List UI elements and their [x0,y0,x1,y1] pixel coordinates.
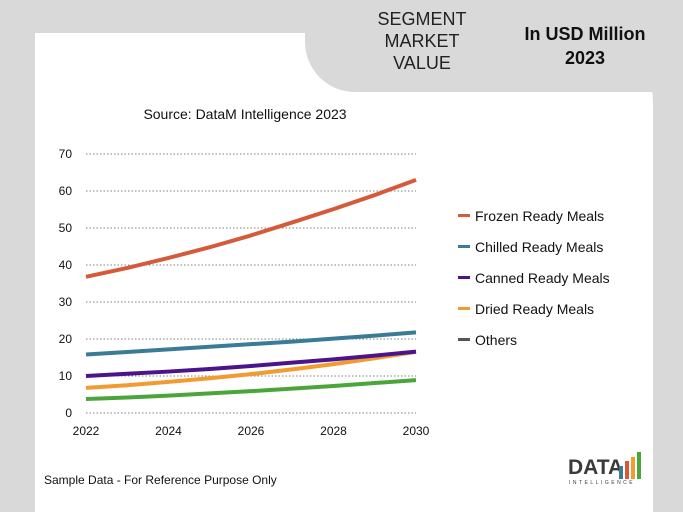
chart-legend: Frozen Ready Meals Chilled Ready Meals Can… [458,200,610,355]
y-tick-label: 0 [65,406,72,420]
series-line [85,178,417,279]
year-line: 2023 [564,48,606,68]
legend-item: Dried Ready Meals [458,293,610,324]
y-tick-label: 10 [59,369,73,383]
segment-title-line: VALUE [393,53,451,73]
chart-card [35,33,653,512]
legend-swatch [458,245,470,248]
legend-label: Chilled Ready Meals [475,238,604,255]
legend-label: Canned Ready Meals [475,269,610,286]
y-tick-label: 30 [59,295,73,309]
unit-label: In USD Million 2023 [505,22,665,70]
series-line [85,349,417,390]
segment-title: SEGMENT MARKET VALUE [352,8,492,74]
segment-title-line: MARKET [384,31,460,51]
x-tick-label: 2030 [403,424,430,438]
x-tick-label: 2024 [155,424,182,438]
series-line [85,349,417,378]
legend-label: Others [475,331,518,348]
series-line [85,378,417,401]
legend-swatch [458,276,470,279]
y-tick-label: 40 [59,258,73,272]
unit-line: In USD Million [524,24,646,44]
series-line [85,330,417,357]
y-tick-label: 20 [59,332,73,346]
y-tick-label: 50 [59,221,73,235]
legend-item: Canned Ready Meals [458,262,610,293]
legend-swatch [458,214,470,217]
logo-subtext: INTELLIGENCE [569,480,636,486]
legend-item: Others [458,324,610,355]
legend-label: Frozen Ready Meals [475,207,605,224]
legend-item: Chilled Ready Meals [458,231,610,262]
bar-chart-icon [619,452,641,479]
header-tab [305,0,683,92]
x-tick-label: 2028 [320,424,347,438]
legend-label: Dried Ready Meals [475,300,595,317]
y-tick-label: 70 [59,147,73,161]
legend-swatch [458,338,470,341]
company-logo: DATA INTELLIGENCE [568,452,644,488]
segment-title-line: SEGMENT [377,9,467,29]
logo-text: DATA [568,456,624,479]
x-tick-label: 2026 [238,424,265,438]
source-text: Source: DataM Intelligence 2023 [143,106,347,122]
legend-item: Frozen Ready Meals [458,200,610,231]
x-tick-label: 2022 [73,424,100,438]
y-tick-label: 60 [59,184,73,198]
legend-swatch [458,307,470,310]
footer-note: Sample Data - For Reference Purpose Only [44,473,277,487]
